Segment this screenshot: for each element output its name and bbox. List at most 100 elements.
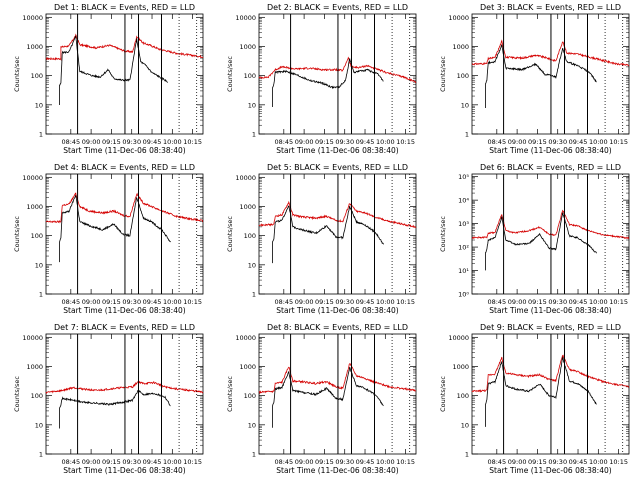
x-tick-label: 10:15 [609,298,628,306]
panel-title: Det 1: BLACK = Events, RED = LLD [54,3,195,12]
x-tick-label: 09:15 [315,298,334,306]
x-axis-label: Start Time (11-Dec-06 08:38:40) [489,466,611,475]
y-tick-label: 10³ [458,220,469,228]
x-tick-label: 09:00 [295,138,314,146]
y-tick-label: 1000 [26,43,43,51]
x-tick-label: 09:45 [569,458,588,466]
events-series-line [485,356,597,427]
x-tick-label: 09:15 [102,458,121,466]
y-tick-label: 10 [35,101,43,109]
x-tick-label: 09:00 [295,298,314,306]
x-tick-label: 10:00 [376,138,395,146]
panel-det-3: Det 3: BLACK = Events, RED = LLD 1 10 100 10… [439,3,630,155]
x-tick-label: 08:45 [274,458,293,466]
x-tick-label: 09:45 [356,458,375,466]
y-tick-label: 100 [457,392,469,400]
x-tick-label: 08:45 [487,458,506,466]
x-tick-label: 10:00 [589,138,608,146]
y-axis-label: Counts/sec [226,216,234,252]
y-tick-label: 1 [465,131,469,139]
x-tick-label: 09:00 [82,458,101,466]
y-tick-label: 10000 [448,334,469,342]
x-tick-label: 09:45 [143,298,162,306]
y-axis-label: Counts/sec [13,56,21,92]
y-tick-label: 10¹ [458,267,469,275]
events-series-line [272,366,384,428]
y-tick-label: 10000 [448,14,469,22]
y-tick-label: 100 [31,232,43,240]
y-tick-label: 10000 [235,14,256,22]
y-axis-label: Counts/sec [439,216,447,252]
x-tick-label: 09:30 [548,298,567,306]
x-tick-label: 10:15 [396,138,415,146]
y-tick-label: 10000 [22,334,43,342]
x-axis-label: Start Time (11-Dec-06 08:38:40) [276,146,398,155]
y-tick-label: 10 [35,261,43,269]
x-tick-label: 09:45 [569,138,588,146]
y-tick-label: 10000 [235,334,256,342]
events-series-line [59,390,171,429]
x-tick-label: 08:45 [487,138,506,146]
y-tick-label: 1 [465,451,469,459]
x-tick-label: 09:15 [528,458,547,466]
y-tick-label: 10 [461,421,469,429]
panel-det-4: Det 4: BLACK = Events, RED = LLD 1 10 100 10… [13,163,204,315]
lld-series-line [45,33,204,61]
panel-det-5: Det 5: BLACK = Events, RED = LLD 1 10 100 10… [226,163,417,315]
y-tick-label: 100 [244,72,256,80]
x-tick-label: 10:00 [163,298,182,306]
x-axis-label: Start Time (11-Dec-06 08:38:40) [489,306,611,315]
x-tick-label: 09:00 [508,458,527,466]
x-tick-label: 09:15 [315,458,334,466]
y-axis-label: Counts/sec [226,56,234,92]
panel-det-1: Det 1: BLACK = Events, RED = LLD 1 10 100 10… [13,3,204,155]
panel-title: Det 7: BLACK = Events, RED = LLD [54,323,195,332]
x-tick-label: 08:45 [487,298,506,306]
x-tick-label: 09:15 [315,138,334,146]
panel-det-9: Det 9: BLACK = Events, RED = LLD 1 10 100 10… [439,323,630,475]
x-tick-label: 10:15 [183,298,202,306]
y-tick-label: 1000 [452,43,469,51]
y-tick-label: 100 [244,232,256,240]
panel-title: Det 9: BLACK = Events, RED = LLD [480,323,621,332]
y-tick-label: 100 [31,392,43,400]
x-axis-label: Start Time (11-Dec-06 08:38:40) [276,466,398,475]
x-tick-label: 09:00 [295,458,314,466]
x-tick-label: 10:15 [396,298,415,306]
y-tick-label: 10⁰ [458,291,469,299]
x-tick-label: 10:00 [376,298,395,306]
panel-det-6: Det 6: BLACK = Events, RED = LLD 10⁰ 10¹ 10… [439,163,630,315]
x-tick-label: 09:15 [528,298,547,306]
y-tick-label: 1 [252,131,256,139]
x-axis-label: Start Time (11-Dec-06 08:38:40) [63,306,185,315]
x-tick-label: 09:30 [122,138,141,146]
y-tick-label: 100 [31,72,43,80]
x-tick-label: 09:30 [335,298,354,306]
y-axis-label: Counts/sec [439,56,447,92]
x-tick-label: 08:45 [61,458,80,466]
x-tick-label: 09:00 [508,298,527,306]
y-tick-label: 1 [252,451,256,459]
x-tick-label: 09:30 [335,458,354,466]
y-tick-label: 1000 [26,363,43,371]
y-tick-label: 100 [457,72,469,80]
y-tick-label: 1000 [26,203,43,211]
x-tick-label: 09:00 [82,298,101,306]
x-tick-label: 09:45 [143,138,162,146]
x-axis-label: Start Time (11-Dec-06 08:38:40) [63,466,185,475]
panel-title: Det 3: BLACK = Events, RED = LLD [480,3,621,12]
panel-title: Det 5: BLACK = Events, RED = LLD [267,163,408,172]
y-tick-label: 1 [39,291,43,299]
y-tick-label: 1 [39,451,43,459]
x-tick-label: 10:15 [609,138,628,146]
panel-title: Det 6: BLACK = Events, RED = LLD [480,163,621,172]
x-tick-label: 09:30 [335,138,354,146]
y-tick-label: 10000 [22,14,43,22]
y-tick-label: 10 [248,421,256,429]
x-tick-label: 10:00 [589,298,608,306]
y-axis-label: Counts/sec [439,376,447,412]
x-tick-label: 10:15 [609,458,628,466]
y-tick-label: 10 [248,261,256,269]
x-tick-label: 08:45 [61,298,80,306]
y-tick-label: 1 [39,131,43,139]
